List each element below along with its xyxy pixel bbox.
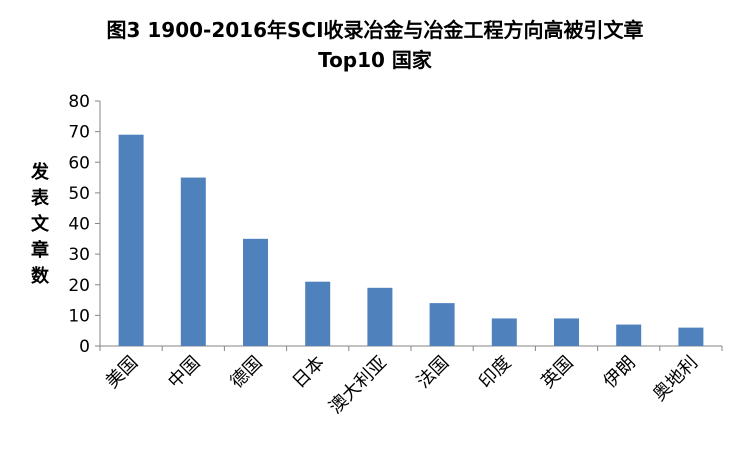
y-tick-label: 70 <box>68 123 90 143</box>
x-tick-label: 澳大利亚 <box>325 352 391 418</box>
y-tick-label: 20 <box>68 276 90 296</box>
bar <box>491 318 517 346</box>
x-tick-label: 日本 <box>288 352 328 392</box>
y-tick-label: 30 <box>68 245 90 265</box>
x-tick-label: 中国 <box>164 352 204 392</box>
x-tick-label: 德国 <box>226 352 266 392</box>
y-tick-label: 60 <box>68 153 90 173</box>
bar <box>118 134 144 346</box>
bar <box>180 177 206 346</box>
bar <box>554 318 579 346</box>
x-tick-label: 美国 <box>102 352 142 392</box>
bar <box>305 281 331 346</box>
x-tick-label: 奥地利 <box>649 352 702 405</box>
y-tick-label: 80 <box>68 92 90 112</box>
x-tick-label: 法国 <box>413 352 453 392</box>
y-tick-label: 50 <box>68 184 90 204</box>
chart-title: 图3 1900-2016年SCI收录冶金与冶金工程方向高被引文章 <box>106 18 644 42</box>
x-tick-label: 英国 <box>537 352 577 392</box>
bar <box>429 303 455 346</box>
y-tick-label: 10 <box>68 306 90 326</box>
chart-subtitle: Top10 国家 <box>318 48 432 72</box>
bar <box>243 238 268 346</box>
y-axis-label: 发表文章数 <box>31 162 49 287</box>
bar <box>616 324 642 346</box>
y-tick-label: 0 <box>79 337 90 357</box>
x-tick-label: 印度 <box>475 352 515 392</box>
y-tick-label: 40 <box>68 215 90 235</box>
bar <box>678 327 704 346</box>
x-tick-label: 伊朗 <box>599 352 639 392</box>
bar <box>367 287 393 346</box>
